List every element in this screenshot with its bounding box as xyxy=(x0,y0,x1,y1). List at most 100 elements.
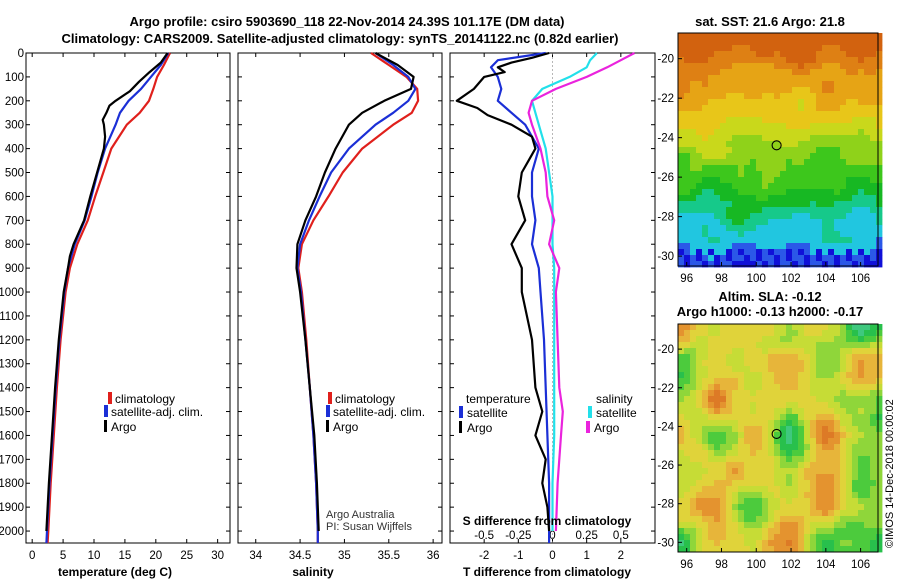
map-cell xyxy=(738,243,745,250)
map-cell xyxy=(792,480,799,487)
map-cell xyxy=(744,69,751,76)
map-cell xyxy=(876,504,883,511)
map-cell xyxy=(762,414,769,421)
map-cell xyxy=(774,165,781,172)
map-cell xyxy=(864,57,871,64)
map-x-tick-label: 98 xyxy=(715,273,728,285)
map-cell xyxy=(798,231,805,238)
map-cell xyxy=(846,51,853,58)
map-cell xyxy=(846,99,853,106)
map-cell xyxy=(732,171,739,178)
map-cell xyxy=(804,225,811,232)
map-cell xyxy=(792,468,799,475)
map-cell xyxy=(870,69,877,76)
map-cell xyxy=(828,378,835,385)
map-cell xyxy=(798,45,805,52)
map-cell xyxy=(876,201,883,208)
map-cell xyxy=(762,372,769,379)
map-cell xyxy=(828,225,835,232)
map-cell xyxy=(834,111,841,118)
map-cell xyxy=(792,63,799,70)
map-cell xyxy=(750,426,757,433)
map-cell xyxy=(840,354,847,361)
map-cell xyxy=(732,99,739,106)
map-cell xyxy=(870,177,877,184)
map-cell xyxy=(720,510,727,517)
map-cell xyxy=(840,534,847,541)
map-cell xyxy=(786,75,793,82)
map-cell xyxy=(708,99,715,106)
map-cell xyxy=(798,342,805,349)
map-cell xyxy=(726,213,733,220)
map-cell xyxy=(744,123,751,130)
map-cell xyxy=(804,528,811,535)
map-cell xyxy=(726,486,733,493)
map-x-tick-label: 104 xyxy=(816,273,836,285)
map-cell xyxy=(876,33,883,40)
map-cell xyxy=(828,261,835,268)
map-cell xyxy=(804,153,811,160)
map-cell xyxy=(768,540,775,547)
map-cell xyxy=(762,171,769,178)
map-cell xyxy=(726,105,733,112)
map-cell xyxy=(786,504,793,511)
map-cell xyxy=(870,87,877,94)
map-cell xyxy=(774,135,781,142)
map-cell xyxy=(834,414,841,421)
map-cell xyxy=(774,225,781,232)
map-cell xyxy=(744,396,751,403)
map-cell xyxy=(696,534,703,541)
map-cell xyxy=(852,534,859,541)
map-cell xyxy=(840,342,847,349)
series-line-argo xyxy=(45,52,169,532)
map-cell xyxy=(774,45,781,52)
map-cell xyxy=(798,438,805,445)
map-cell xyxy=(714,348,721,355)
map-cell xyxy=(864,39,871,46)
map-cell xyxy=(828,195,835,202)
map-cell xyxy=(762,207,769,214)
map-cell xyxy=(696,336,703,343)
map-x-tick-label: 96 xyxy=(680,273,693,285)
map-cell xyxy=(780,99,787,106)
map-cell xyxy=(858,348,865,355)
map-cell xyxy=(792,225,799,232)
map-cell xyxy=(714,378,721,385)
map-cell xyxy=(858,249,865,256)
map-cell xyxy=(810,183,817,190)
map-cell xyxy=(846,261,853,268)
map-cell xyxy=(750,75,757,82)
map-cell xyxy=(816,117,823,124)
map-cell xyxy=(708,177,715,184)
map-cell xyxy=(846,237,853,244)
map-cell xyxy=(714,462,721,469)
map-cell xyxy=(756,111,763,118)
map-cell xyxy=(864,396,871,403)
temperature-legend: climatology satellite-adj. clim. Argo xyxy=(104,392,203,434)
map-cell xyxy=(786,231,793,238)
map-cell xyxy=(870,255,877,262)
map-cell xyxy=(780,231,787,238)
map-cell xyxy=(846,75,853,82)
map-cell xyxy=(750,57,757,64)
map-cell xyxy=(744,342,751,349)
map-cell xyxy=(720,348,727,355)
map-cell xyxy=(810,129,817,136)
map-cell xyxy=(756,432,763,439)
map-cell xyxy=(708,111,715,118)
map-cell xyxy=(798,243,805,250)
map-cell xyxy=(780,402,787,409)
map-cell xyxy=(828,390,835,397)
map-cell xyxy=(810,99,817,106)
map-cell xyxy=(750,117,757,124)
map-cell xyxy=(732,45,739,52)
map-cell xyxy=(762,444,769,451)
map-x-tick-label: 100 xyxy=(747,559,766,571)
map-cell xyxy=(708,336,715,343)
map-cell xyxy=(756,135,763,142)
map-cell xyxy=(762,450,769,457)
map-cell xyxy=(804,390,811,397)
map-cell xyxy=(720,225,727,232)
map-cell xyxy=(684,207,691,214)
map-cell xyxy=(780,51,787,58)
